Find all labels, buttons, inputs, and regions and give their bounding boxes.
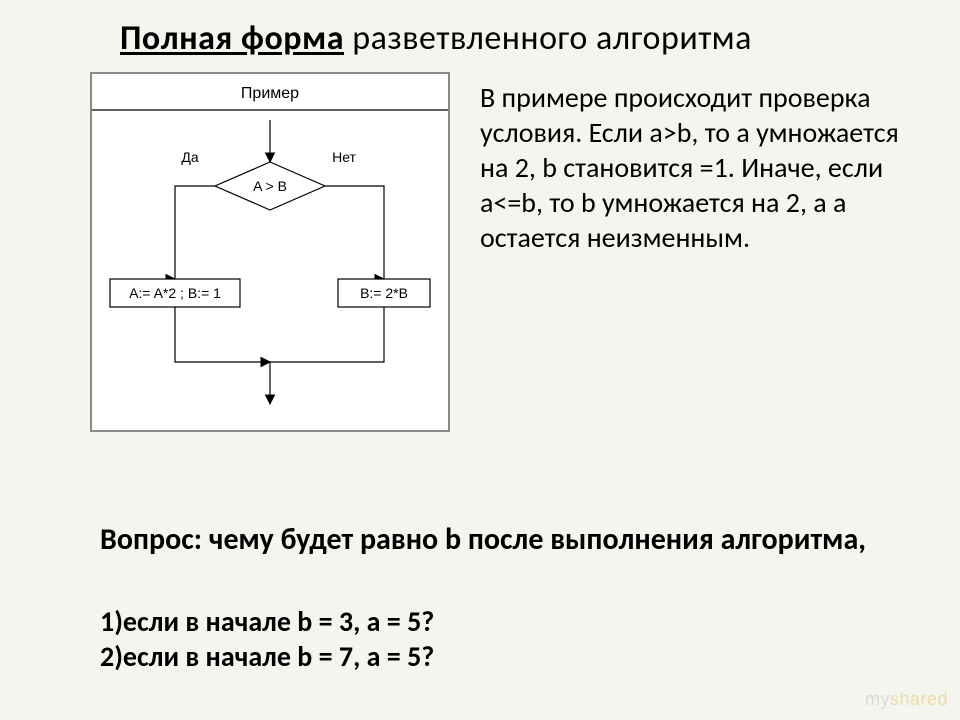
svg-text:B:= 2*B: B:= 2*B (360, 285, 408, 301)
watermark: myshared (865, 689, 948, 710)
question-items: 1)если в начале b = 3, a = 5? 2)если в н… (100, 604, 900, 674)
watermark-right: shared (890, 689, 948, 709)
description-text: В примере происходит проверка условия. Е… (480, 80, 910, 255)
svg-text:Да: Да (181, 149, 198, 165)
page-title: Полная форма разветвленного алгоритма (120, 18, 752, 59)
svg-text:A:= A*2 ; B:= 1: A:= A*2 ; B:= 1 (129, 285, 221, 301)
question-item-1: 1)если в начале b = 3, a = 5? (100, 604, 900, 639)
question-item-2: 2)если в начале b = 7, a = 5? (100, 639, 900, 674)
svg-text:Пример: Пример (241, 85, 299, 102)
watermark-left: my (865, 689, 890, 709)
question-text: Вопрос: чему будет равно b после выполне… (100, 520, 900, 559)
flowchart: Пример A > B A:= A*2 ; B:= 1 B:= 2*B Да Нет (92, 74, 448, 430)
title-bold: Полная форма (120, 18, 344, 59)
svg-text:A > B: A > B (253, 178, 287, 194)
title-rest: разветвленного алгоритма (344, 18, 752, 59)
svg-text:Нет: Нет (332, 149, 356, 165)
flowchart-frame: Пример A > B A:= A*2 ; B:= 1 B:= 2*B Да Нет (90, 72, 450, 432)
